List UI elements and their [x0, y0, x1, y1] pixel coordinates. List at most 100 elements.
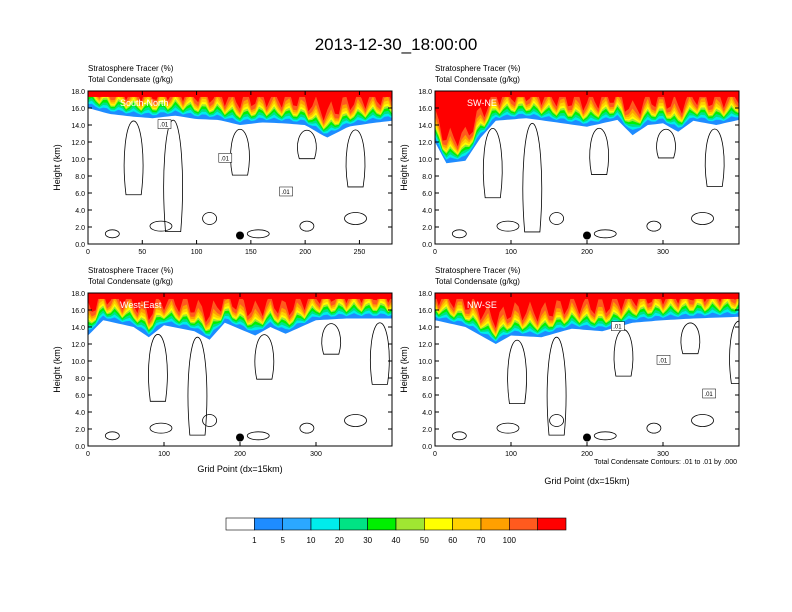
- contour-line: [522, 122, 543, 233]
- contour-label-box: [157, 119, 172, 129]
- tracer-band-10: [88, 91, 392, 121]
- x-tick-label: 0: [86, 451, 90, 458]
- colorbar-label: 10: [307, 536, 316, 545]
- colorbar-swatch: [395, 517, 425, 531]
- contour-line: [104, 229, 120, 239]
- contour-line: [297, 129, 317, 160]
- colorbar-swatch: [537, 517, 567, 531]
- x-tick-label: 100: [158, 451, 170, 458]
- subtitle-tracer: Stratosphere Tracer (%): [435, 64, 521, 73]
- location-marker: [583, 433, 591, 442]
- contour-line: [680, 322, 701, 355]
- panel-label: NW-SE: [467, 300, 497, 310]
- contour-line: [483, 127, 503, 199]
- contour-label: .01: [160, 123, 169, 129]
- colorbar-label: 5: [280, 536, 285, 545]
- condensate-contours: [104, 322, 390, 441]
- contour-line: [202, 212, 218, 225]
- contour-line: [451, 229, 467, 239]
- contour-line: [496, 422, 520, 434]
- contour-line: [344, 414, 367, 427]
- colorbar-swatch: [424, 517, 453, 531]
- colorbar-label: 60: [448, 536, 457, 545]
- y-tick-label: 4.0: [75, 208, 85, 215]
- x-tick-label: 200: [234, 451, 246, 458]
- y-tick-label: 6.0: [75, 393, 85, 400]
- subtitle-tracer: Stratosphere Tracer (%): [88, 64, 174, 73]
- y-tick-label: 10.0: [418, 359, 432, 366]
- y-tick-label: 0.0: [422, 444, 432, 451]
- contour-line: [246, 229, 270, 239]
- y-tick-label: 16.0: [418, 106, 432, 113]
- x-tick-label: 50: [138, 249, 146, 256]
- colorbar-swatch: [452, 517, 482, 531]
- y-tick-label: 18.0: [71, 291, 85, 298]
- contour-line: [149, 220, 173, 232]
- contour-line: [549, 414, 564, 427]
- colorbar-swatch: [509, 517, 538, 531]
- contour-label-box: [702, 388, 716, 399]
- contour-line: [344, 212, 367, 225]
- y-tick-label: 2.0: [75, 225, 85, 232]
- subtitle-condensate: Total Condensate (g/kg): [88, 277, 173, 286]
- contour-line: [123, 120, 144, 196]
- y-axis-label: Height (km): [52, 144, 62, 191]
- x-tick-label: 200: [581, 451, 593, 458]
- contour-line: [254, 334, 275, 380]
- subtitle-condensate: Total Condensate (g/kg): [435, 277, 520, 286]
- colorbar-label: 1: [252, 536, 257, 545]
- x-tick-label: 0: [86, 249, 90, 256]
- y-tick-label: 2.0: [422, 225, 432, 232]
- contour-line: [593, 431, 617, 441]
- y-tick-label: 6.0: [75, 191, 85, 198]
- y-tick-label: 8.0: [422, 174, 432, 181]
- x-tick-label: 0: [433, 249, 437, 256]
- tracer-band-7: [435, 91, 739, 154]
- contour-line: [546, 336, 567, 436]
- y-tick-label: 18.0: [71, 89, 85, 96]
- contour-line: [646, 422, 662, 434]
- condensate-contours: [451, 320, 739, 441]
- y-tick-label: 6.0: [422, 191, 432, 198]
- x-tick-label: 200: [581, 249, 593, 256]
- plot-area: SW-NE: [435, 91, 739, 244]
- subtitle-condensate: Total Condensate (g/kg): [435, 75, 520, 84]
- contour-footnote: Total Condensate Contours: .01 to .01 by…: [594, 459, 737, 466]
- contour-line: [187, 336, 208, 436]
- x-tick-label: 200: [299, 249, 311, 256]
- subtitle-tracer: Stratosphere Tracer (%): [88, 266, 174, 275]
- x-tick-label: 150: [245, 249, 257, 256]
- y-tick-label: 4.0: [422, 410, 432, 417]
- plot-area: West-East: [88, 293, 392, 446]
- y-axis-label: Height (km): [399, 144, 409, 191]
- y-tick-label: 2.0: [75, 427, 85, 434]
- colorbar-label: 30: [363, 536, 372, 545]
- x-tick-label: 300: [310, 451, 322, 458]
- colorbar-swatch: [480, 517, 510, 531]
- contour-line: [246, 431, 270, 441]
- y-tick-label: 18.0: [418, 89, 432, 96]
- contour-line: [148, 333, 168, 402]
- y-tick-label: 18.0: [418, 291, 432, 298]
- location-marker: [236, 231, 244, 240]
- contour-line: [149, 422, 173, 434]
- panel-1: .01 .01 .01 South-North 0.0 2.0 4.0 6.0 8.0 10.0 1…: [52, 64, 393, 256]
- y-tick-label: 0.0: [75, 242, 85, 249]
- tracer-band-10: [88, 293, 392, 323]
- colorbar-swatch: [339, 517, 368, 531]
- y-tick-label: 14.0: [418, 325, 432, 332]
- contour-label: .01: [613, 325, 622, 331]
- y-tick-label: 16.0: [418, 308, 432, 315]
- contour-line: [691, 414, 714, 427]
- colorbar-swatch: [282, 517, 312, 531]
- contour-line: [202, 414, 218, 427]
- panel-label: South-North: [120, 98, 169, 108]
- x-axis-label: Grid Point (dx=15km): [544, 476, 629, 486]
- contour-line: [593, 229, 617, 239]
- x-tick-label: 0: [433, 451, 437, 458]
- y-tick-label: 12.0: [418, 342, 432, 349]
- x-tick-label: 300: [657, 249, 669, 256]
- y-tick-label: 4.0: [422, 208, 432, 215]
- contour-line: [656, 128, 676, 159]
- tracer-band-top: [88, 91, 392, 97]
